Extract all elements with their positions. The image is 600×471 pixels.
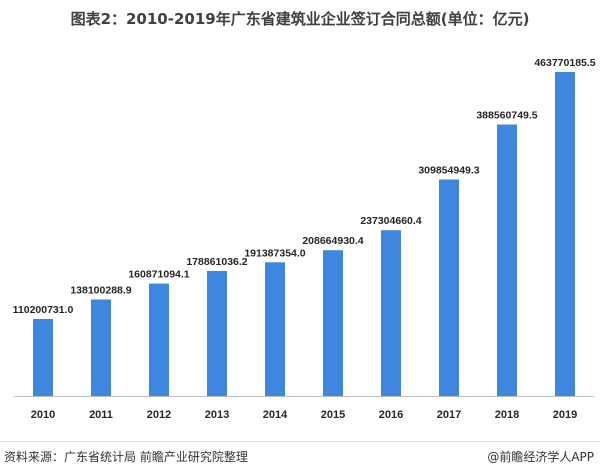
data-label-2015: 208664930.4 [302, 235, 363, 247]
x-tick-label-2013: 2013 [205, 409, 229, 421]
bar-chart: 110200731.0 2010 138100288.9 2011 160871094.… [13, 57, 596, 421]
bar-2010 [33, 319, 53, 396]
x-tick-label-2014: 2014 [263, 409, 288, 421]
bar-2014 [265, 262, 285, 396]
data-label-2012: 160871094.1 [128, 269, 189, 281]
data-label-2016: 237304660.4 [360, 215, 421, 227]
bar-2011 [91, 299, 111, 396]
x-tick-label-2010: 2010 [31, 409, 55, 421]
data-label-2018: 388560749.5 [476, 110, 537, 122]
x-tick-label-2016: 2016 [379, 409, 403, 421]
x-tick-label-2018: 2018 [495, 409, 519, 421]
bar-2018 [497, 124, 517, 396]
x-tick-label-2012: 2012 [147, 409, 171, 421]
footer-divider [0, 441, 600, 442]
bar-2013 [207, 271, 227, 396]
data-label-2010: 110200731.0 [13, 304, 74, 316]
data-label-2017: 309854949.3 [418, 165, 479, 177]
bar-2015 [323, 250, 343, 396]
data-label-2013: 178861036.2 [186, 256, 247, 268]
x-tick-label-2011: 2011 [89, 409, 113, 421]
bar-2019 [555, 72, 575, 396]
chart-title: 图表2：2010-2019年广东省建筑业企业签订合同总额(单位：亿元) [70, 10, 530, 28]
x-tick-label-2017: 2017 [437, 409, 461, 421]
bar-2016 [381, 230, 401, 396]
data-label-2019: 463770185.5 [534, 57, 595, 69]
x-tick-label-2015: 2015 [321, 409, 345, 421]
data-label-2011: 138100288.9 [70, 285, 131, 297]
source-note: 资料来源：广东省统计局 前瞻产业研究院整理 [4, 450, 248, 464]
bar-2017 [439, 179, 459, 396]
bar-2012 [149, 283, 169, 396]
x-tick-label-2019: 2019 [553, 409, 577, 421]
data-label-2014: 191387354.0 [244, 247, 305, 259]
credit-note: @前瞻经济学人APP [487, 450, 594, 464]
